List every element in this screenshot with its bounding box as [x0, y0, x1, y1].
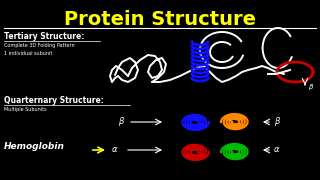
Text: Tertiary Structure:: Tertiary Structure:: [4, 32, 84, 41]
Text: β: β: [274, 118, 279, 127]
Text: Protein Structure: Protein Structure: [64, 10, 256, 29]
Text: Quarternary Structure:: Quarternary Structure:: [4, 96, 104, 105]
Text: Complete 3D Folding Pattern: Complete 3D Folding Pattern: [4, 43, 75, 48]
Text: Multiple Subunits: Multiple Subunits: [4, 107, 47, 112]
Text: α: α: [112, 145, 117, 154]
Text: β: β: [118, 118, 124, 127]
Text: β: β: [308, 84, 313, 90]
Text: 1 individual subunit: 1 individual subunit: [4, 51, 52, 56]
Text: α: α: [274, 145, 279, 154]
Text: Hemoglobin: Hemoglobin: [4, 142, 65, 151]
